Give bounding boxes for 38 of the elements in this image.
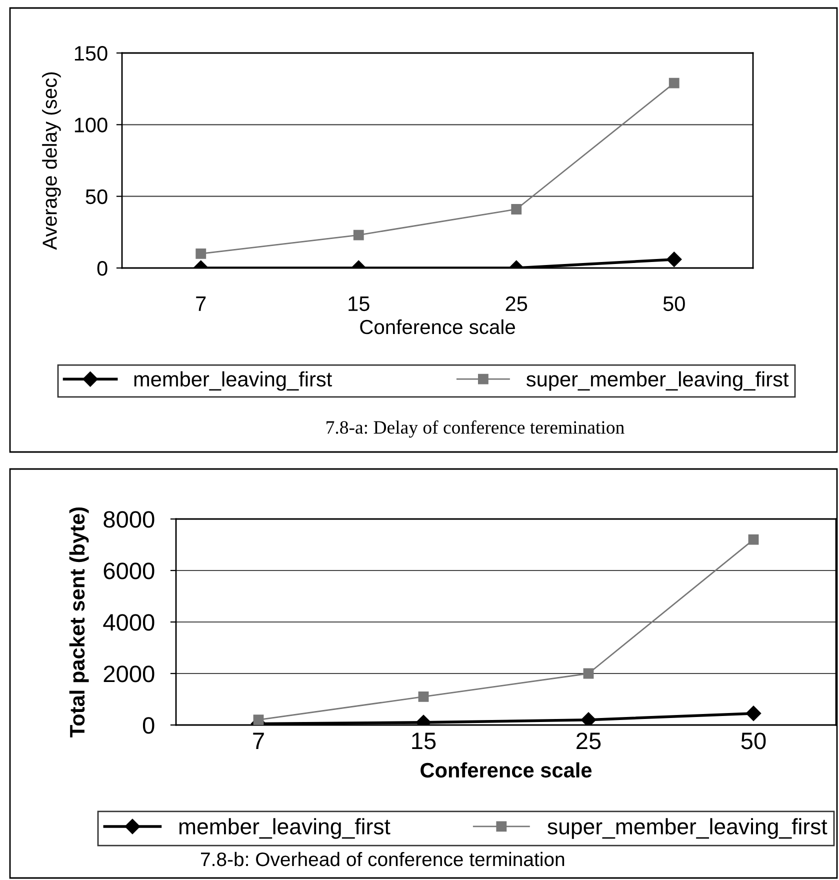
x-tick-label: 7 [196, 296, 206, 311]
y-tick-label: 50 [86, 189, 108, 204]
x-axis-title: Conference scale [420, 762, 592, 778]
x-tick-label: 15 [412, 732, 436, 750]
point [746, 706, 762, 721]
legend-label: super_member_leaving_first [526, 371, 789, 391]
point [353, 230, 364, 240]
y-axis-title: Average delay (sec) [42, 72, 61, 250]
x-tick-label: 50 [663, 296, 685, 312]
y-tick-label: 8000 [104, 511, 154, 528]
point [580, 712, 596, 725]
x-tick-label: 15 [348, 296, 370, 312]
legend-label: member_leaving_first [179, 818, 390, 839]
legend-label: member_leaving_first [134, 371, 332, 391]
x-tick-label: 50 [741, 732, 766, 750]
point [666, 252, 682, 267]
point [583, 668, 594, 679]
point [253, 714, 264, 725]
point [511, 204, 522, 214]
y-tick-label: 0 [142, 717, 154, 734]
point [668, 78, 680, 88]
point [748, 534, 759, 545]
y-axis-title: Total packet sent (byte) [69, 507, 89, 738]
y-tick-label: 150 [74, 46, 108, 61]
text: 7.8-b: Overhead of conference termination [200, 852, 564, 866]
text: 7.8-a: Delay of conference teremination [326, 420, 624, 438]
x-tick-label: 7 [253, 732, 264, 750]
y-tick-label: 2000 [104, 666, 154, 682]
y-tick-label: 100 [74, 118, 108, 132]
y-tick-label: 0 [97, 261, 108, 276]
y-tick-label: 4000 [103, 614, 154, 631]
point [418, 691, 429, 702]
x-tick-label: 25 [576, 732, 601, 750]
point [196, 248, 206, 259]
y-tick-label: 6000 [104, 562, 154, 580]
x-axis-title: Conference scale [360, 319, 515, 334]
legend-label: super_member_leaving_first [548, 818, 828, 839]
x-tick-label: 25 [506, 296, 528, 312]
